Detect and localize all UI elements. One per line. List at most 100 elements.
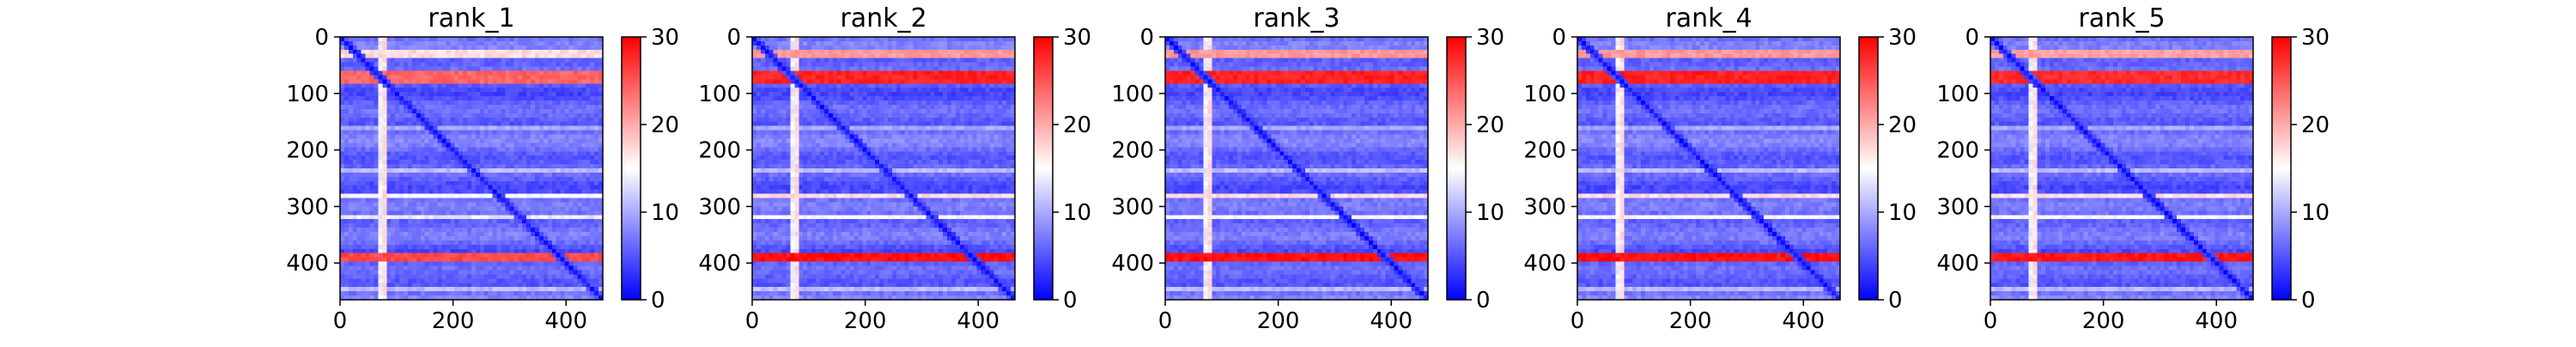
heatmap-cell	[374, 63, 379, 68]
heatmap-cell	[434, 202, 439, 207]
heatmap-cell	[421, 160, 426, 165]
heatmap-cell	[577, 96, 582, 101]
heatmap-cell	[416, 232, 422, 237]
heatmap-cell	[493, 278, 498, 283]
heatmap-cell	[993, 109, 999, 114]
heatmap-cell	[522, 181, 527, 186]
heatmap-cell	[960, 88, 965, 93]
heatmap-cell	[446, 75, 451, 80]
heatmap-cell	[361, 67, 367, 72]
heatmap-cell	[569, 92, 574, 97]
heatmap-cell	[357, 202, 362, 207]
heatmap-cell	[344, 37, 349, 42]
heatmap-cell	[594, 126, 599, 131]
heatmap-cell	[871, 79, 876, 84]
heatmap-cell	[480, 118, 485, 123]
heatmap-cell	[556, 70, 562, 76]
heatmap-cell	[459, 58, 464, 64]
heatmap-cell	[930, 88, 935, 93]
heatmap-cell	[467, 41, 472, 46]
heatmap-cell	[353, 253, 358, 259]
heatmap-cell	[956, 96, 961, 101]
heatmap-cell	[811, 100, 817, 106]
heatmap-cell	[850, 46, 855, 51]
heatmap-cell	[370, 135, 375, 140]
heatmap-cell	[535, 58, 540, 64]
heatmap-cell	[391, 240, 396, 246]
heatmap-cell	[497, 291, 502, 296]
heatmap-cell	[561, 215, 566, 220]
heatmap-cell	[552, 215, 557, 220]
heatmap-cell	[425, 190, 430, 195]
heatmap-cell	[901, 37, 906, 42]
heatmap-cell	[539, 83, 544, 88]
heatmap-cell	[505, 202, 510, 207]
heatmap-cell	[416, 88, 422, 93]
heatmap-cell	[581, 58, 586, 64]
heatmap-cell	[565, 79, 570, 84]
heatmap-cell	[526, 232, 532, 237]
heatmap-cell	[408, 100, 413, 106]
heatmap-cell	[493, 173, 498, 178]
heatmap-cell	[471, 105, 477, 110]
heatmap-cell	[357, 278, 362, 283]
heatmap-cell	[446, 253, 451, 259]
heatmap-cell	[841, 46, 847, 51]
heatmap-cell	[846, 105, 851, 110]
heatmap-cell	[429, 291, 434, 296]
heatmap-cell	[454, 291, 459, 296]
heatmap-cell	[471, 37, 477, 42]
heatmap-cell	[501, 173, 507, 178]
heatmap-cell	[438, 118, 443, 123]
heatmap-cell	[539, 126, 544, 131]
heatmap-cell	[556, 278, 562, 283]
heatmap-cell	[480, 58, 485, 64]
heatmap-cell	[361, 155, 367, 161]
heatmap-cell	[454, 147, 459, 152]
heatmap-cell	[573, 79, 578, 84]
heatmap-cell	[522, 46, 527, 51]
heatmap-cell	[450, 151, 455, 156]
heatmap-cell	[454, 79, 459, 84]
heatmap-cell	[395, 202, 400, 207]
heatmap-cell	[412, 240, 417, 246]
heatmap-cell	[761, 41, 766, 46]
heatmap-cell	[489, 118, 494, 123]
heatmap-cell	[467, 270, 472, 275]
heatmap-cell	[837, 75, 842, 80]
heatmap-cell	[471, 164, 477, 169]
heatmap-cell	[340, 283, 345, 288]
heatmap-cell	[399, 266, 404, 271]
heatmap-cell	[501, 155, 507, 161]
heatmap-cell	[1002, 92, 1007, 97]
heatmap-cell	[513, 202, 519, 207]
heatmap-cell	[513, 164, 519, 169]
heatmap-cell	[395, 96, 400, 101]
heatmap-cell	[378, 88, 383, 93]
heatmap-cell	[463, 249, 468, 254]
heatmap-cell	[518, 109, 523, 114]
heatmap-cell	[441, 75, 447, 80]
heatmap-cell	[353, 113, 358, 119]
heatmap-cell	[765, 75, 770, 80]
heatmap-cell	[960, 63, 965, 68]
heatmap-cell	[378, 215, 383, 220]
heatmap-cell	[349, 274, 354, 279]
heatmap-cell	[450, 122, 455, 127]
heatmap-cell	[505, 46, 510, 51]
heatmap-cell	[774, 88, 779, 93]
heatmap-cell	[794, 96, 799, 101]
heatmap-cell	[493, 258, 498, 263]
heatmap-cell	[370, 109, 375, 114]
heatmap-cell	[349, 96, 354, 101]
heatmap-cell	[416, 70, 422, 76]
heatmap-cell	[416, 164, 422, 169]
heatmap-cell	[565, 88, 570, 93]
heatmap-cell	[353, 105, 358, 110]
heatmap-cell	[349, 63, 354, 68]
heatmap-cell	[404, 283, 409, 288]
heatmap-cell	[871, 75, 876, 80]
heatmap-cell	[803, 63, 808, 68]
heatmap-cell	[416, 291, 422, 296]
heatmap-cell	[395, 155, 400, 161]
